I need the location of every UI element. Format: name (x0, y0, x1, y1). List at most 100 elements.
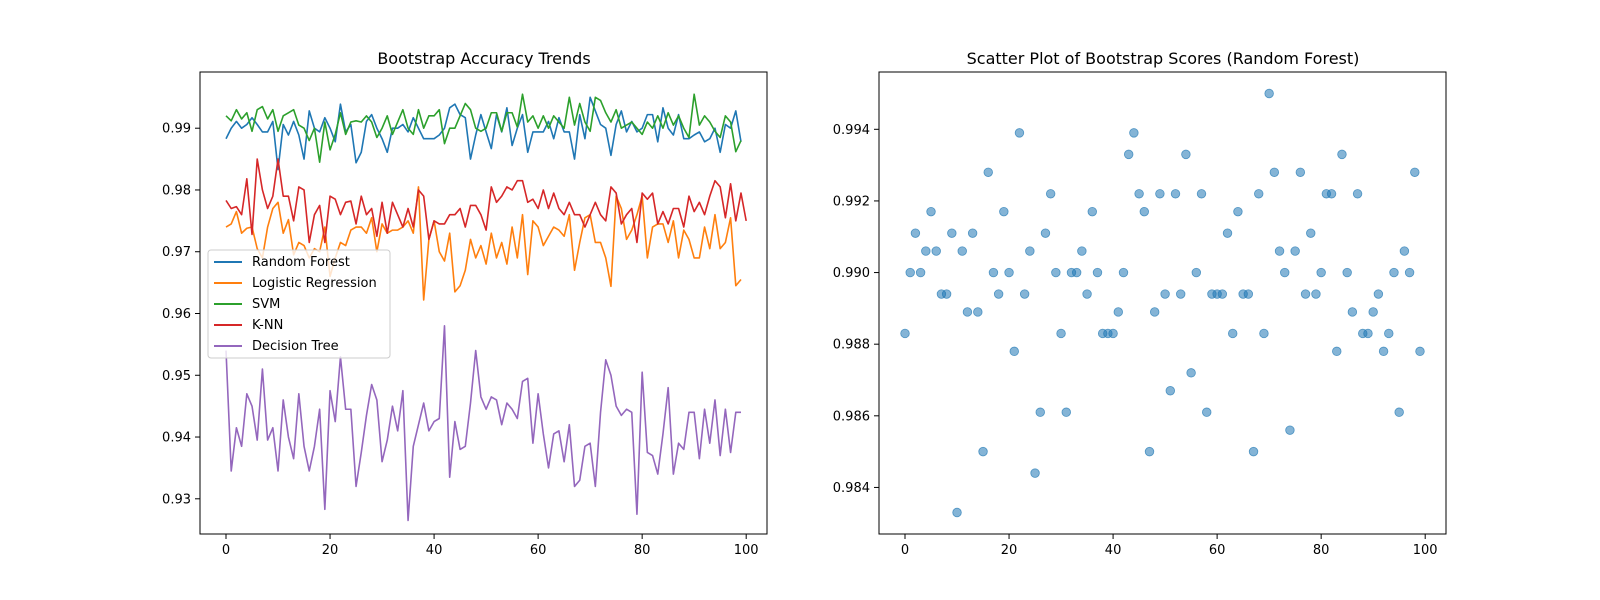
scatter-point (962, 307, 973, 317)
scatter-chart-title: Scatter Plot of Bootstrap Scores (Random… (967, 49, 1360, 68)
scatter-point (1056, 328, 1066, 339)
scatter-point (1347, 307, 1358, 317)
scatter-chart-x-tick-label: 80 (1313, 543, 1330, 558)
scatter-point (1259, 328, 1269, 339)
scatter-point (1311, 289, 1321, 299)
scatter-chart: Scatter Plot of Bootstrap Scores (Random… (833, 49, 1447, 558)
scatter-point (1233, 206, 1243, 217)
scatter-point (1326, 189, 1337, 199)
scatter-point (1290, 246, 1300, 256)
scatter-point (1378, 346, 1389, 357)
line-chart-x-tick-label: 0 (222, 543, 230, 558)
scatter-point (1404, 267, 1415, 278)
line-chart-y-tick-label: 0.98 (162, 183, 191, 198)
series-line-random-forest (225, 96, 742, 171)
scatter-point (1061, 407, 1071, 417)
scatter-point (1149, 307, 1160, 317)
scatter-point (1144, 446, 1155, 457)
scatter-point (1118, 267, 1129, 278)
scatter-point (1342, 267, 1352, 278)
scatter-point (1160, 289, 1170, 299)
scatter-point (1129, 128, 1139, 138)
scatter-point (1009, 346, 1019, 357)
scatter-chart-y-tick-label: 0.988 (833, 338, 870, 353)
line-chart-title: Bootstrap Accuracy Trends (377, 49, 590, 68)
scatter-point (1269, 167, 1280, 177)
scatter-point (1123, 149, 1134, 160)
scatter-point (993, 289, 1004, 299)
scatter-point (1337, 149, 1347, 160)
scatter-point (1077, 246, 1087, 256)
scatter-point (931, 246, 941, 256)
line-chart-x-tick-label: 100 (734, 543, 759, 558)
scatter-point (1243, 289, 1254, 299)
scatter-chart-x-tick-label: 100 (1413, 543, 1438, 558)
scatter-point (1228, 328, 1238, 339)
line-chart-y-tick-label: 0.94 (162, 431, 191, 446)
scatter-point (978, 446, 988, 457)
scatter-point (1045, 189, 1056, 199)
legend-label-logistic-regression: Logistic Regression (252, 276, 377, 291)
scatter-point (1217, 289, 1228, 299)
scatter-point (1092, 267, 1103, 278)
legend: Random Forest Logistic Regression SVM K-… (207, 249, 391, 359)
scatter-point (1019, 289, 1030, 299)
scatter-point (910, 228, 921, 238)
line-chart-plot-frame (199, 71, 768, 535)
scatter-point (1373, 289, 1384, 299)
scatter-point (1014, 128, 1025, 138)
series-line-decision-tree (225, 325, 741, 522)
scatter-chart-x-tick-label: 20 (1001, 543, 1018, 558)
line-chart-y-ticks: 0.93 0.94 0.95 0.96 0.97 0.98 0.99 (162, 122, 200, 507)
line-chart-y-tick-label: 0.99 (162, 122, 191, 137)
scatter-chart-x-tick-label: 60 (1209, 543, 1226, 558)
scatter-point (1274, 246, 1285, 256)
scatter-chart-y-tick-label: 0.990 (833, 266, 870, 281)
legend-item-svm: SVM (214, 297, 280, 312)
legend-box (207, 249, 391, 359)
scatter-point (1030, 468, 1040, 478)
line-chart-y-tick-label: 0.95 (162, 369, 191, 384)
scatter-point (900, 328, 910, 339)
scatter-point (1191, 267, 1202, 278)
scatter-point (1300, 289, 1311, 299)
scatter-point (905, 267, 915, 278)
scatter-chart-y-tick-label: 0.986 (833, 409, 870, 424)
scatter-point (1004, 267, 1014, 278)
scatter-point (988, 267, 999, 278)
scatter-point (941, 289, 952, 299)
legend-item-k-nn: K-NN (214, 318, 283, 333)
scatter-point (1202, 407, 1212, 417)
scatter-point (999, 206, 1009, 217)
scatter-point (1363, 328, 1373, 339)
scatter-point (915, 267, 926, 278)
scatter-point (1332, 346, 1342, 357)
scatter-point (1280, 267, 1290, 278)
scatter-point (1113, 307, 1123, 317)
line-chart-x-tick-label: 80 (634, 543, 651, 558)
scatter-point (1176, 289, 1186, 299)
scatter-chart-x-ticks: 0 20 40 60 80 100 (901, 534, 1438, 558)
scatter-point (947, 228, 957, 238)
scatter-point (921, 246, 931, 256)
scatter-point (983, 167, 993, 177)
scatter-chart-y-ticks: 0.984 0.986 0.988 0.990 0.992 0.994 (833, 123, 879, 496)
line-chart-x-tick-label: 40 (426, 543, 443, 558)
line-chart-y-tick-label: 0.93 (162, 492, 191, 507)
line-chart-x-ticks: 0 20 40 60 80 100 (222, 534, 759, 558)
scatter-chart-x-tick-label: 40 (1105, 543, 1122, 558)
scatter-point (1306, 228, 1316, 238)
line-chart-y-tick-label: 0.97 (162, 245, 191, 260)
line-chart-x-tick-label: 20 (322, 543, 339, 558)
scatter-point (1181, 149, 1191, 160)
scatter-point (1285, 425, 1295, 435)
scatter-point (1384, 328, 1394, 339)
scatter-point (1254, 189, 1264, 199)
scatter-point (1410, 167, 1420, 177)
series-line-svm (225, 93, 742, 163)
scatter-point (1196, 189, 1207, 199)
legend-item-random-forest: Random Forest (214, 255, 350, 270)
legend-item-decision-tree: Decision Tree (214, 339, 339, 354)
scatter-point (1035, 407, 1045, 417)
